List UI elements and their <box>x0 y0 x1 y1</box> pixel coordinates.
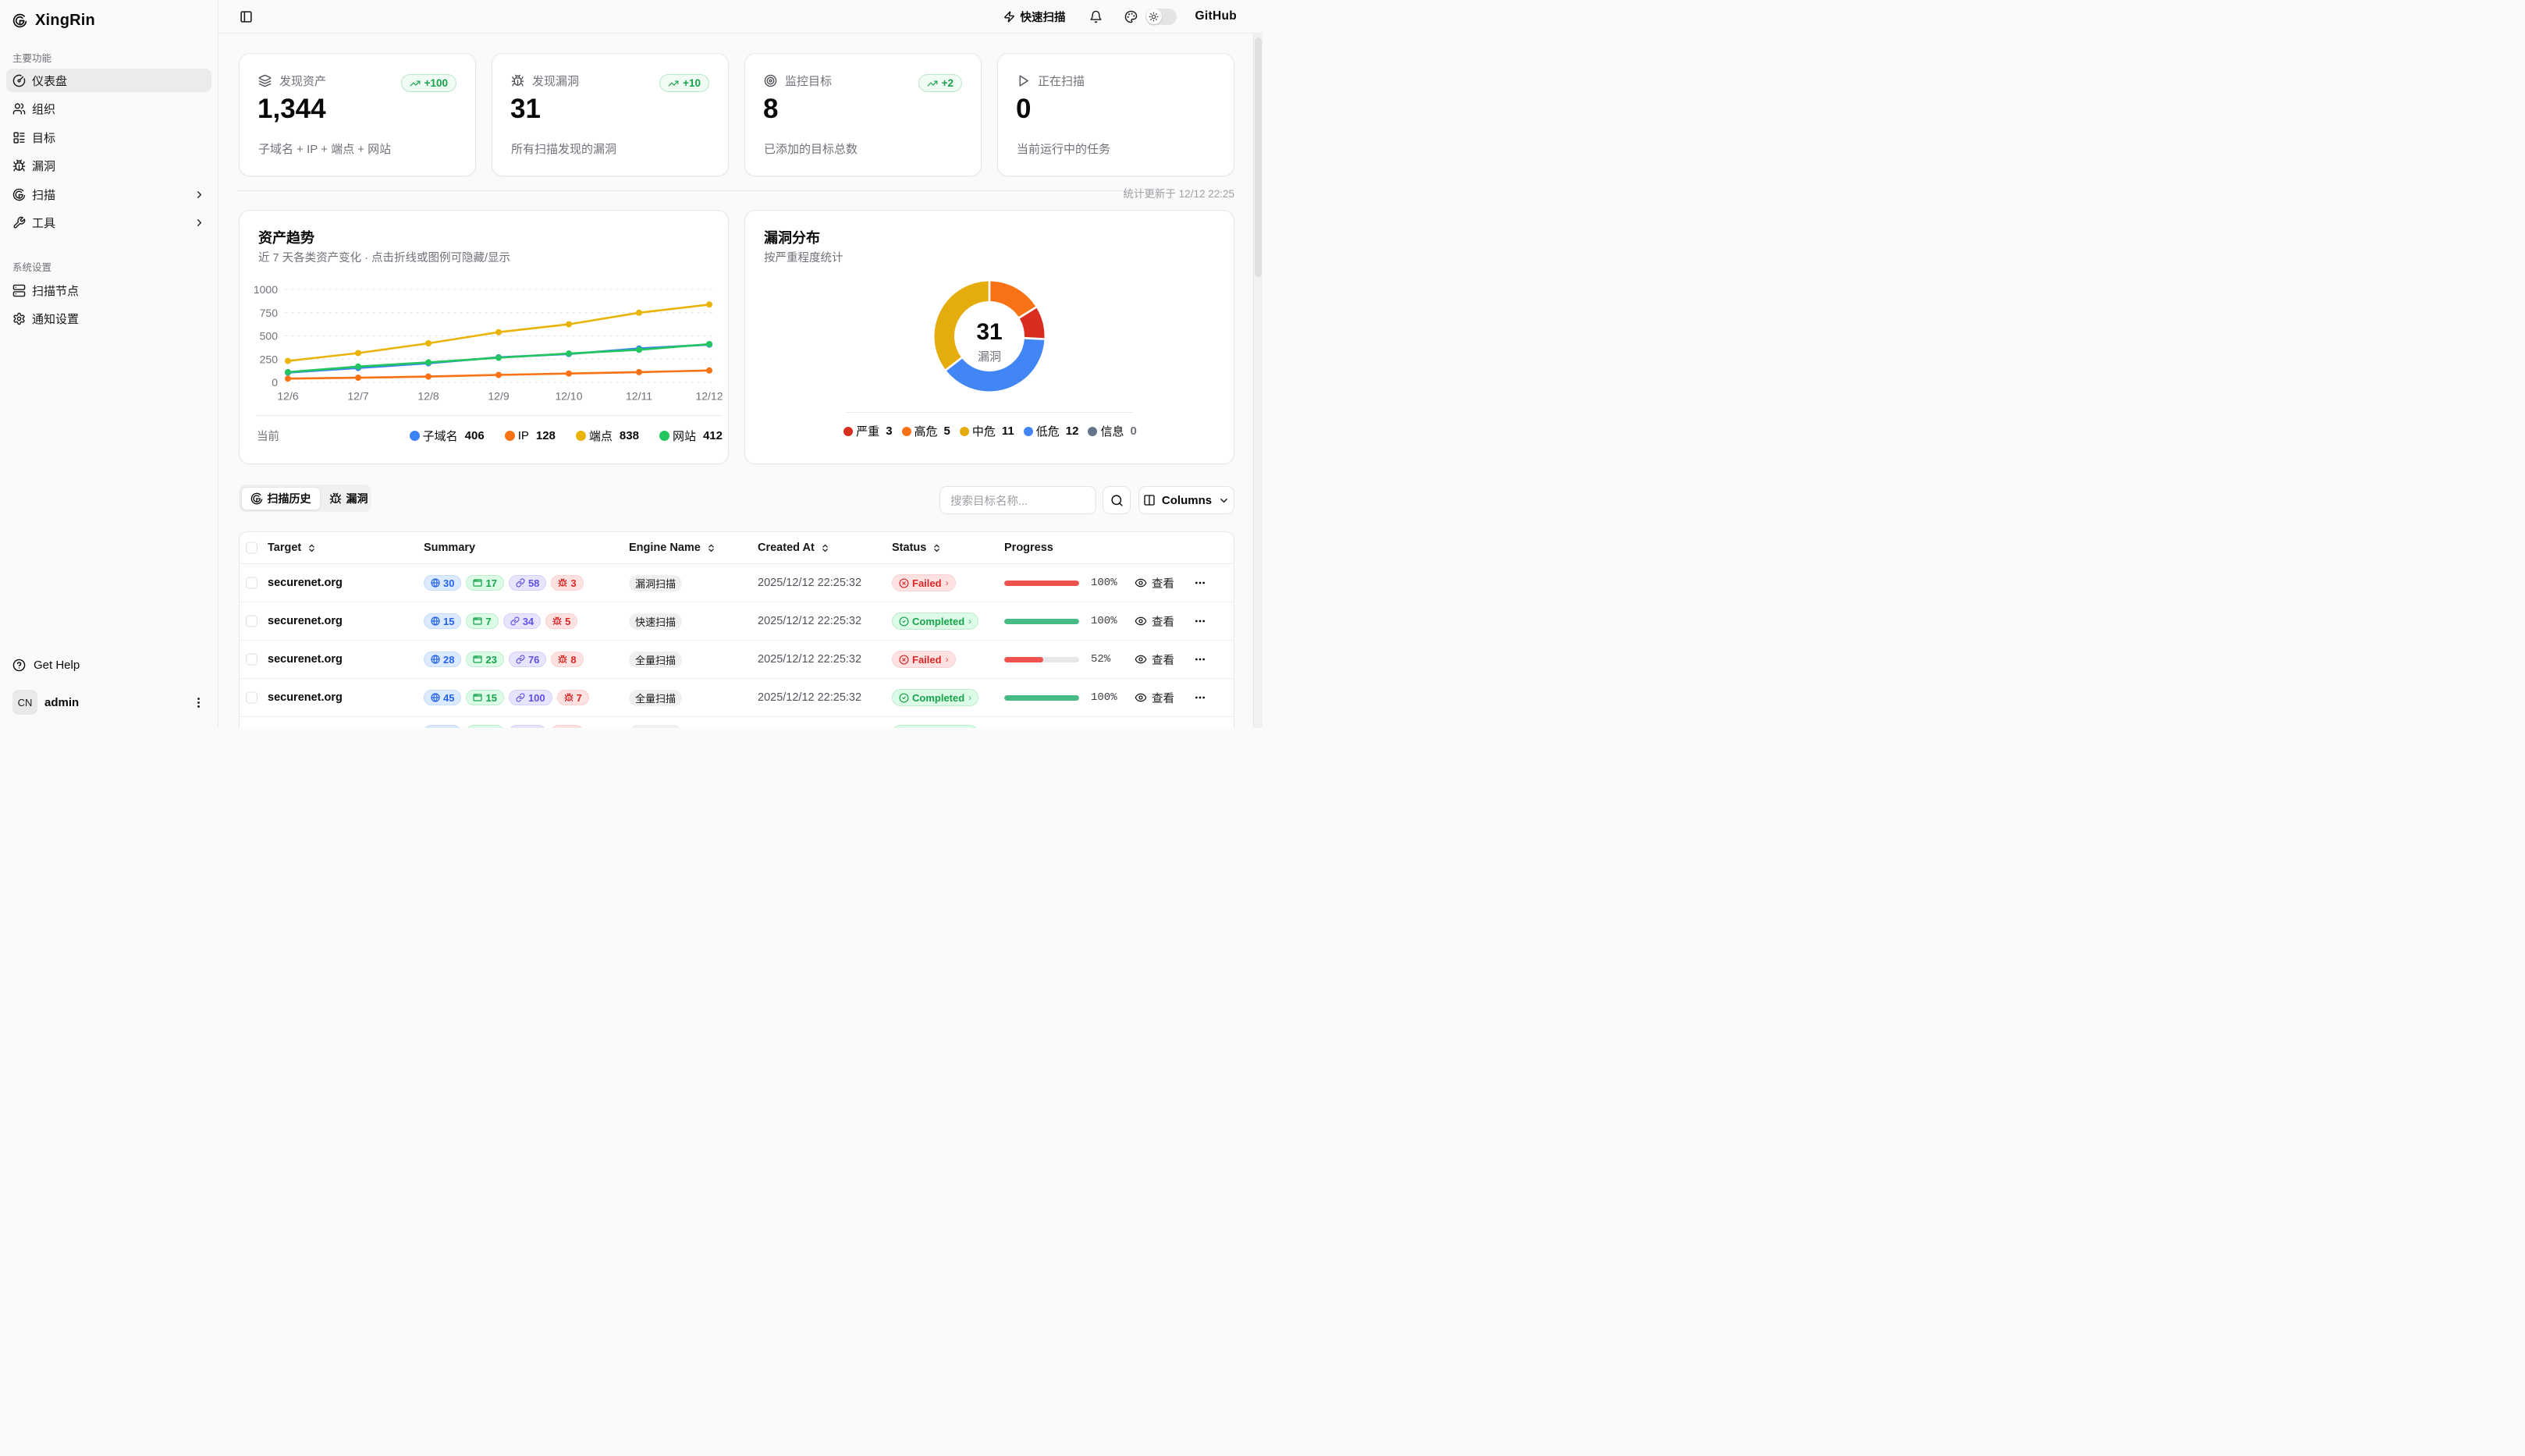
svg-text:漏洞: 漏洞 <box>978 350 1001 364</box>
svg-text:12/8: 12/8 <box>417 390 439 403</box>
svg-text:500: 500 <box>260 330 279 343</box>
svg-text:1000: 1000 <box>254 283 278 296</box>
svg-text:31: 31 <box>976 319 1002 345</box>
svg-text:750: 750 <box>260 307 279 319</box>
svg-text:12/10: 12/10 <box>555 390 582 403</box>
svg-text:12/6: 12/6 <box>277 390 298 403</box>
svg-text:12/9: 12/9 <box>488 390 509 403</box>
svg-text:12/11: 12/11 <box>626 390 652 403</box>
svg-text:12/12: 12/12 <box>695 390 723 403</box>
svg-text:12/7: 12/7 <box>347 390 368 403</box>
svg-text:0: 0 <box>272 376 278 389</box>
svg-text:250: 250 <box>260 353 279 365</box>
